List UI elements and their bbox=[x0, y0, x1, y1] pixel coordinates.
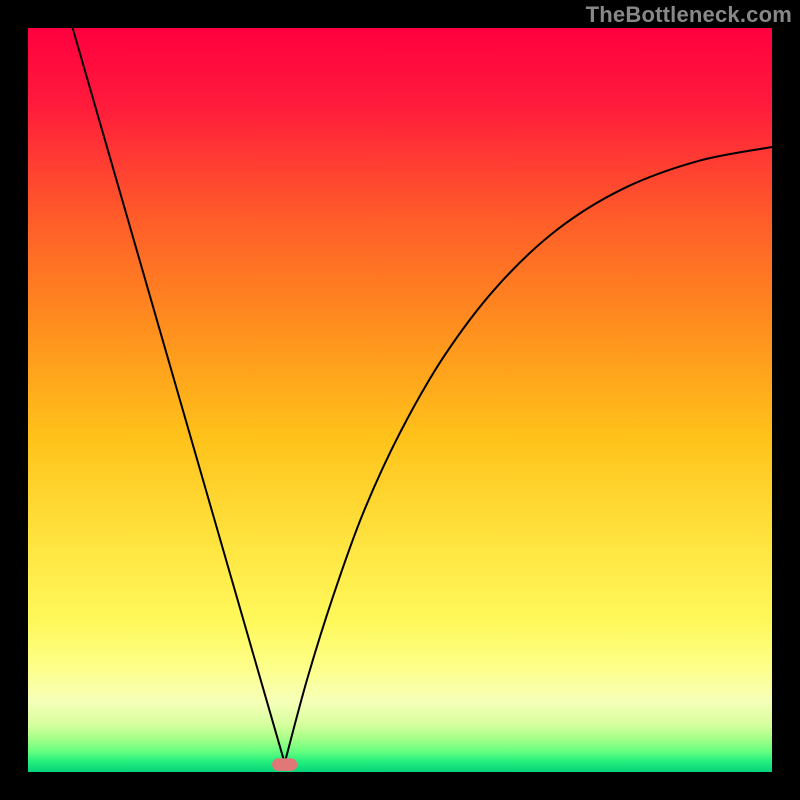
bottleneck-chart bbox=[0, 0, 800, 800]
watermark-label: TheBottleneck.com bbox=[586, 2, 792, 28]
gradient-panel bbox=[28, 28, 772, 772]
chart-stage: TheBottleneck.com bbox=[0, 0, 800, 800]
optimum-marker bbox=[272, 758, 297, 771]
